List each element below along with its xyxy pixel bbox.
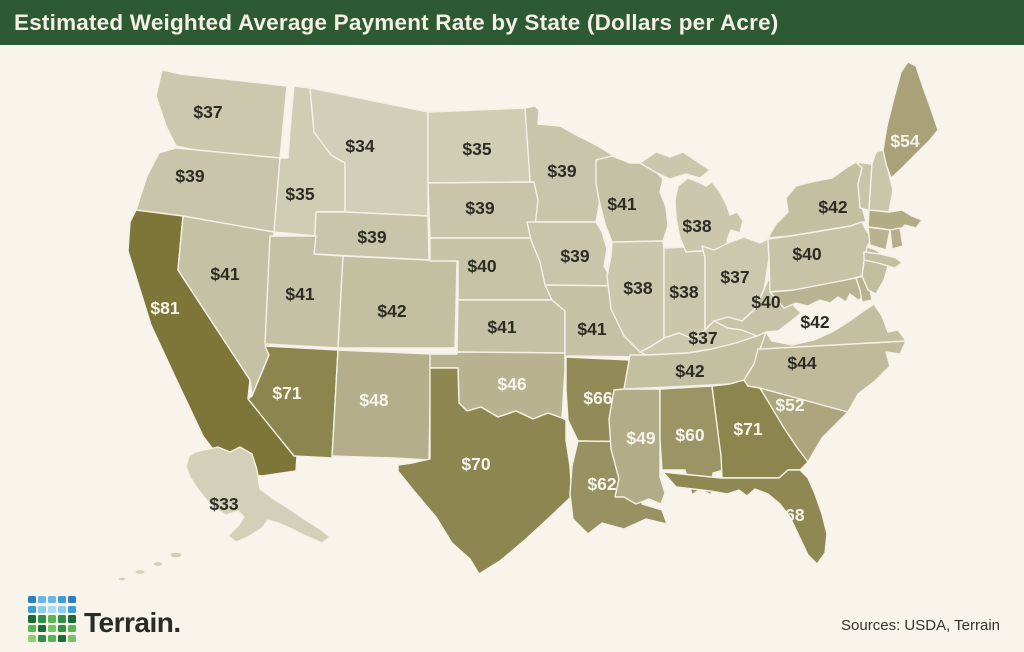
state-label-california: $81 [150,298,179,318]
state-label-illinois: $38 [623,278,652,298]
state-label-arizona: $71 [272,383,301,403]
state-label-indiana: $38 [669,282,698,302]
title-bar: Estimated Weighted Average Payment Rate … [0,0,1024,45]
state-label-wyoming: $39 [357,227,386,247]
state-wisconsin [595,155,669,243]
state-label-west-virginia: $40 [751,292,780,312]
state-label-oklahoma: $46 [497,374,526,394]
state-florida [662,469,828,565]
state-label-mississippi: $49 [626,428,655,448]
state-label-georgia: $71 [733,419,762,439]
state-rhode-island [889,227,904,250]
state-label-minnesota: $39 [547,161,576,181]
state-label-north-dakota: $35 [462,139,491,159]
state-label-texas: $70 [461,454,490,474]
terrain-logo-icon [28,596,76,642]
state-label-maine: $54 [890,131,919,151]
state-label-tennessee: $42 [675,361,704,381]
state-label-north-carolina: $44 [787,353,816,373]
state-michigan-upper-peninsula [639,151,711,180]
state-label-utah: $41 [285,284,314,304]
state-maryland [769,277,869,309]
state-label-washington: $37 [193,102,222,122]
state-label-kentucky: $37 [688,328,717,348]
state-label-alaska: $33 [209,494,238,514]
state-label-montana: $34 [345,136,374,156]
state-label-florida: $68 [775,505,804,525]
state-label-new-york: $42 [818,197,847,217]
state-connecticut [867,226,891,251]
state-label-colorado: $42 [377,301,406,321]
footer: Terrain. Sources: USDA, Terrain [0,590,1024,652]
state-label-new-mexico: $48 [359,390,388,410]
brand-wordmark: Terrain. [84,607,181,638]
state-new-york-long-island [863,251,903,269]
state-label-south-dakota: $39 [465,198,494,218]
state-maine [882,61,939,179]
state-label-michigan: $38 [682,216,711,236]
state-label-kansas: $41 [487,317,516,337]
state-label-missouri: $41 [577,319,606,339]
state-label-iowa: $39 [560,246,589,266]
state-label-louisiana: $62 [587,474,616,494]
state-virginia [759,303,907,350]
alaska-aleutian-islands [117,551,183,582]
state-colorado [337,255,458,349]
page-title: Estimated Weighted Average Payment Rate … [14,9,779,35]
state-label-nevada: $41 [210,264,239,284]
state-label-virginia: $42 [800,312,829,332]
state-label-nebraska: $40 [467,256,496,276]
state-georgia [711,379,809,479]
state-michigan [674,177,744,253]
state-label-wisconsin: $41 [607,194,636,214]
state-label-arkansas: $66 [583,388,612,408]
sources-text: Sources: USDA, Terrain [841,617,1000,634]
state-label-alabama: $60 [675,425,704,445]
state-label-south-carolina: $52 [775,395,804,415]
state-alaska [185,446,331,544]
state-label-idaho: $35 [285,184,314,204]
state-label-pennsylvania: $40 [792,244,821,264]
state-label-oregon: $39 [175,166,204,186]
state-north-carolina [743,340,907,413]
state-label-ohio: $37 [720,267,749,287]
